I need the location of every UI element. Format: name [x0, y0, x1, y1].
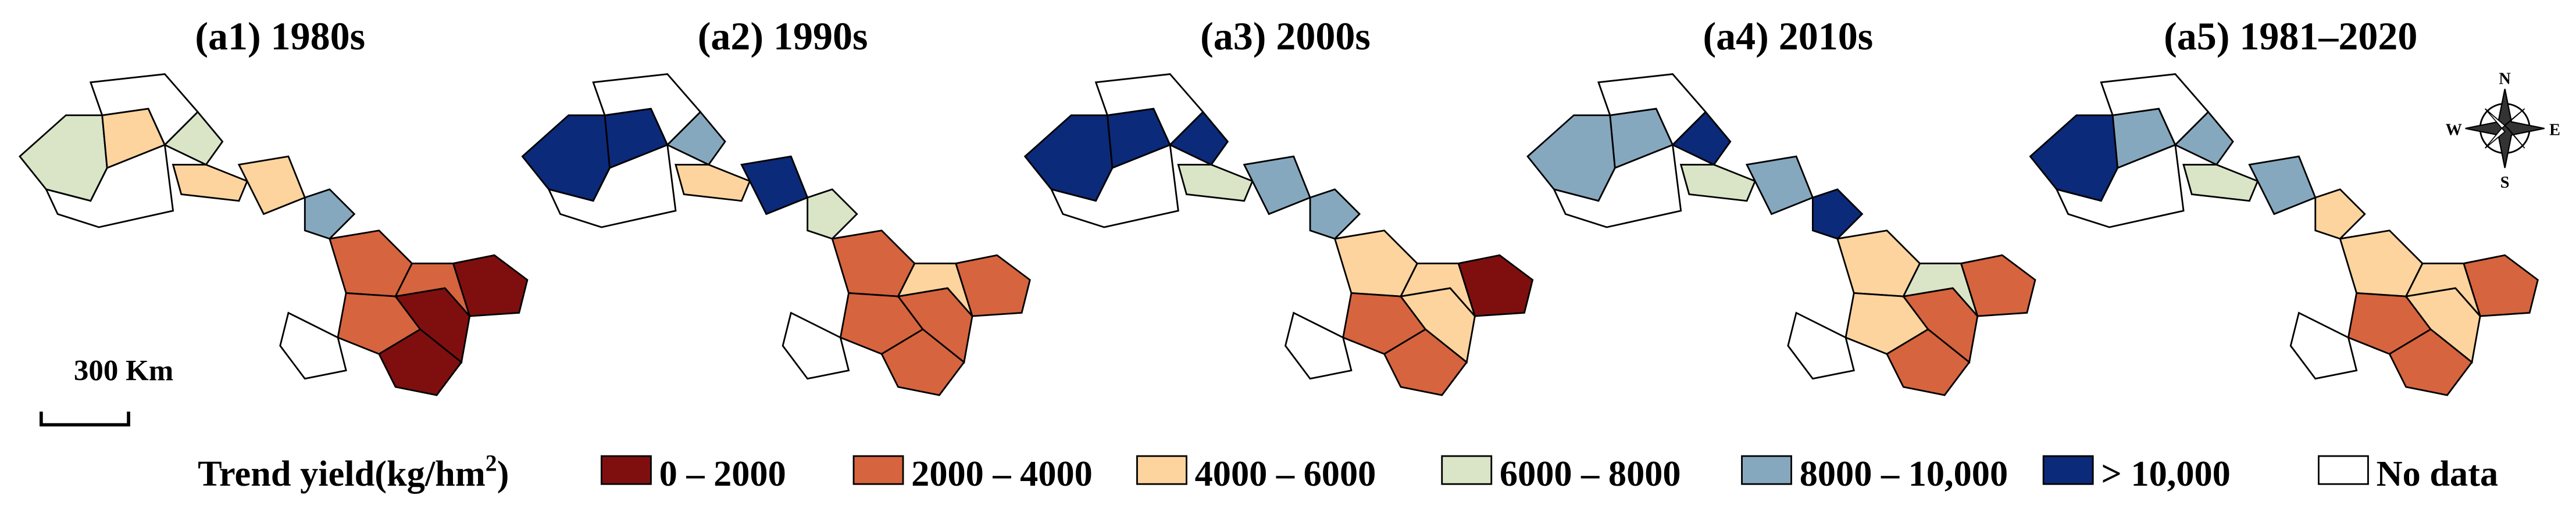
map-region	[1901, 263, 1979, 317]
map-region	[2314, 188, 2366, 240]
compass-star-diag	[2485, 108, 2525, 149]
map	[1023, 73, 1534, 396]
legend-label: > 10,000	[2101, 454, 2231, 494]
legend-swatch	[2318, 455, 2369, 485]
map-region	[897, 263, 973, 317]
map-region	[1811, 188, 1864, 240]
map-region	[19, 114, 108, 202]
legend-label: No data	[2377, 454, 2499, 494]
compass-e: E	[2549, 121, 2560, 139]
map-region	[1168, 110, 1229, 166]
map-region	[2182, 163, 2259, 202]
legend-swatch	[2042, 455, 2094, 485]
map	[2029, 73, 2539, 396]
map-region	[1284, 311, 1353, 380]
map-region	[1886, 328, 1971, 396]
compass-n: N	[2499, 70, 2511, 88]
legend-label: 2000 – 4000	[911, 454, 1093, 494]
legend-label: 8000 – 10,000	[1800, 454, 2008, 494]
legend-label: 6000 – 8000	[1500, 454, 1681, 494]
map-region	[163, 110, 224, 166]
panel-title: (a3) 2000s	[1200, 14, 1371, 58]
map-region	[2029, 114, 2119, 202]
map-region	[1552, 144, 1682, 228]
legend-label: 0 – 2000	[659, 454, 786, 494]
legend-swatch	[1136, 455, 1187, 485]
map-region	[1243, 155, 1311, 216]
map-region	[1671, 110, 1732, 166]
map-region	[1745, 155, 1814, 216]
map-region	[237, 155, 306, 216]
map-region	[782, 311, 850, 380]
map-region	[1309, 188, 1361, 240]
scale-bar-label: 300 Km	[74, 355, 173, 388]
map-region	[1679, 163, 1757, 202]
legend-label: 4000 – 6000	[1195, 454, 1376, 494]
map-region	[1177, 163, 1254, 202]
map-region	[2248, 155, 2317, 216]
compass-s: S	[2500, 174, 2510, 192]
legend-title: Trend yield(kg/hm2)	[198, 451, 509, 494]
legend-swatch	[852, 455, 904, 485]
legend-title-main: Trend yield(kg/hm	[198, 454, 486, 494]
map-region	[521, 114, 611, 202]
map-region	[44, 144, 174, 228]
map-region	[394, 263, 471, 317]
figure-content: (a1) 1980s (a2) 1990s (a3) 2000s (a4) 2010s…	[19, 14, 2560, 494]
map-region	[2055, 144, 2185, 228]
legend-title-end: )	[497, 454, 509, 494]
map-region	[1050, 144, 1179, 228]
panel-title: (a4) 2010s	[1703, 14, 1874, 58]
map-region	[880, 328, 965, 396]
map-region	[279, 311, 347, 380]
map-region	[675, 163, 751, 202]
map-region	[1787, 311, 1855, 380]
map	[19, 73, 529, 396]
map-region	[666, 110, 726, 166]
map-region	[172, 163, 248, 202]
compass-star	[2465, 88, 2545, 168]
map-region	[1526, 114, 1616, 202]
compass: N S E W	[2446, 70, 2560, 192]
map-region	[2388, 328, 2473, 396]
map-region	[1399, 263, 1476, 317]
map-region	[2289, 311, 2358, 380]
map-region	[2174, 110, 2234, 166]
legend-swatch	[1741, 455, 1792, 485]
panel-title: (a2) 1990s	[698, 14, 868, 58]
map-region	[740, 155, 809, 216]
legend-title-sup: 2	[486, 451, 497, 476]
compass-w: W	[2446, 121, 2462, 139]
legend-swatch	[600, 455, 652, 485]
scale-bar	[40, 411, 130, 427]
map-region	[304, 188, 356, 240]
map	[1526, 73, 2036, 396]
map-region	[377, 328, 463, 396]
legend-swatch	[1441, 455, 1493, 485]
map-region	[547, 144, 677, 228]
panel-title: (a5) 1981–2020	[2164, 14, 2417, 58]
map-region	[2404, 263, 2481, 317]
map-region	[1383, 328, 1468, 396]
map-region	[807, 188, 858, 240]
map-region	[1023, 114, 1114, 202]
map	[521, 73, 1031, 396]
panel-title: (a1) 1980s	[195, 14, 365, 58]
